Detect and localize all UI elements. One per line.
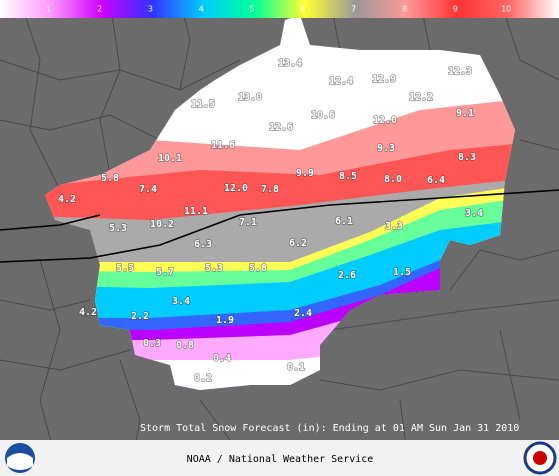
snow-amount: 4.2 [79, 307, 97, 318]
snow-amount: 10.6 [311, 110, 335, 121]
snow-amount: 12.0 [373, 115, 397, 126]
snow-amount: 3.4 [465, 208, 483, 219]
snow-amount: 7.8 [261, 184, 279, 195]
snow-amount: 12.9 [372, 74, 396, 85]
snow-amount: 12.3 [448, 66, 472, 77]
snow-amount: 5.8 [101, 173, 119, 184]
colorbar-label: 2 [97, 5, 102, 14]
colorbar-label: 1 [46, 5, 51, 14]
snow-amount: 9.3 [377, 143, 395, 154]
footer-bar [0, 440, 559, 476]
snow-amount: 3.4 [172, 296, 190, 307]
snow-amount: 6.3 [194, 239, 212, 250]
colorbar-label: 11 [552, 5, 559, 14]
snow-amount: 12.4 [329, 76, 353, 87]
snow-amount: 6.4 [427, 175, 445, 186]
snow-amount: 2.6 [338, 270, 356, 281]
snow-amount: 13.0 [238, 92, 262, 103]
footer-text: NOAA / National Weather Service [187, 454, 374, 465]
snow-amount: 10.1 [158, 153, 182, 164]
colorbar-label: 10 [501, 5, 511, 14]
snow-amount: 7.1 [239, 217, 257, 228]
noaa-logo [5, 443, 35, 473]
colorbar-label: 6 [300, 5, 305, 14]
snow-amount: 12.6 [269, 122, 293, 133]
snow-amount: 5.3 [205, 263, 223, 274]
colorbar-label: 5 [250, 5, 255, 14]
snow-amount: 1.5 [393, 267, 411, 278]
snow-amount: 11.1 [184, 206, 208, 217]
snow-amount: 12.0 [224, 183, 248, 194]
colorbar-label: 3 [148, 5, 153, 14]
snow-amount: 13.4 [278, 58, 302, 69]
colorbar-ramp [0, 0, 559, 18]
snow-amount: 3.3 [385, 221, 403, 232]
snow-amount: 9.1 [456, 108, 474, 119]
snow-amount: 0.2 [194, 373, 212, 384]
snow-amount: 9.9 [296, 168, 314, 179]
colorbar-label: 9 [453, 5, 458, 14]
snow-amount: 2.2 [131, 311, 149, 322]
colorbar-label: 7 [351, 5, 356, 14]
snow-amount: 11.6 [211, 140, 235, 151]
caption: Storm Total Snow Forecast (in): Ending a… [140, 423, 519, 434]
snow-amount: 5.7 [156, 267, 174, 278]
snow-amount: 5.5 [116, 263, 134, 274]
snow-amount: 6.1 [335, 216, 353, 227]
colorbar-label: 4 [199, 5, 204, 14]
colorbar-label: 8 [402, 5, 407, 14]
snow-amount: 5.3 [109, 223, 127, 234]
snow-amount: 10.2 [150, 219, 174, 230]
snow-amount: 1.9 [216, 315, 234, 326]
snow-amount: 8.0 [384, 174, 402, 185]
snow-amount: 2.4 [294, 308, 312, 319]
snow-amount: 6.2 [289, 238, 307, 249]
snow-amount: 7.4 [139, 184, 157, 195]
snow-amount: 0.1 [287, 362, 305, 373]
snow-amount: 12.2 [409, 92, 433, 103]
snow-amount: 0.3 [143, 338, 161, 349]
snow-amount: 8.5 [339, 171, 357, 182]
snow-amount: 0.4 [213, 353, 231, 364]
nws-logo [523, 441, 557, 475]
colorbar: 1 2 3 4 5 6 7 8 9 10 11 [0, 0, 559, 18]
snow-amount: 8.3 [458, 152, 476, 163]
snow-amount: 0.8 [176, 340, 194, 351]
snow-amount: 5.8 [249, 263, 267, 274]
snow-amount: 11.5 [191, 99, 215, 110]
snow-amount: 4.2 [58, 194, 76, 205]
